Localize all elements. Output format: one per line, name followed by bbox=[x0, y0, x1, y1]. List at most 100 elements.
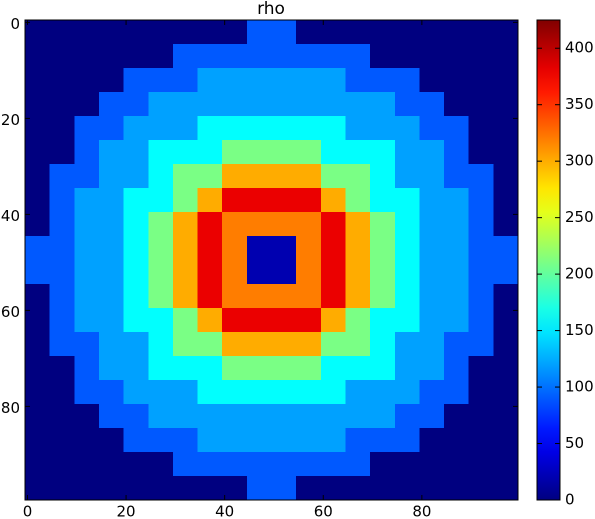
heatmap-cell bbox=[296, 380, 322, 405]
heatmap-cell bbox=[345, 68, 371, 93]
heatmap-cell bbox=[468, 236, 494, 261]
heatmap-cell bbox=[345, 92, 371, 117]
heatmap-cell bbox=[172, 188, 199, 213]
heatmap-cell bbox=[493, 476, 519, 501]
heatmap-cell bbox=[148, 212, 174, 237]
heatmap-cell bbox=[222, 44, 248, 69]
heatmap-cell bbox=[320, 164, 346, 189]
heatmap-cell bbox=[25, 284, 51, 309]
heatmap-cell bbox=[197, 284, 223, 309]
heatmap-cell bbox=[419, 452, 445, 477]
heatmap-cell bbox=[222, 428, 248, 453]
heatmap-cell bbox=[49, 404, 75, 429]
heatmap-cell bbox=[123, 452, 149, 477]
heatmap-cell bbox=[49, 68, 75, 93]
heatmap-cell bbox=[148, 404, 174, 429]
heatmap-cell bbox=[468, 164, 494, 189]
heatmap-cell bbox=[74, 164, 100, 189]
heatmap-cell bbox=[419, 68, 445, 93]
heatmap-cell bbox=[98, 20, 125, 45]
heatmap-cell bbox=[345, 476, 371, 501]
heatmap-cell bbox=[394, 476, 420, 501]
heatmap-cell bbox=[271, 44, 297, 69]
heatmap-cell bbox=[246, 68, 272, 93]
heatmap-cell bbox=[98, 404, 125, 429]
heatmap-cell bbox=[419, 404, 445, 429]
heatmap-cell bbox=[394, 404, 420, 429]
heatmap-cell bbox=[172, 332, 199, 357]
heatmap-cell bbox=[419, 44, 445, 69]
heatmap-cell bbox=[345, 404, 371, 429]
heatmap-cell bbox=[320, 188, 346, 213]
heatmap-cell bbox=[98, 116, 125, 141]
heatmap-cell bbox=[222, 476, 248, 501]
heatmap-cell bbox=[172, 380, 199, 405]
heatmap-cell bbox=[320, 116, 346, 141]
heatmap-cell bbox=[271, 356, 297, 381]
heatmap-cell bbox=[271, 476, 297, 501]
heatmap-cell bbox=[74, 140, 100, 165]
heatmap-cell bbox=[419, 428, 445, 453]
heatmap-cell bbox=[370, 236, 396, 261]
heatmap-cell bbox=[197, 428, 223, 453]
colorbar-tick-label: 300 bbox=[565, 152, 594, 170]
heatmap-cell bbox=[370, 20, 396, 45]
y-tick-label: 20 bbox=[1, 111, 20, 129]
heatmap-cell bbox=[123, 92, 149, 117]
heatmap-cell bbox=[394, 20, 420, 45]
heatmap-cell bbox=[25, 20, 51, 45]
y-tick-label: 40 bbox=[1, 207, 20, 225]
heatmap-cell bbox=[98, 188, 125, 213]
heatmap-cell bbox=[345, 236, 371, 261]
heatmap-cell bbox=[320, 44, 346, 69]
heatmap-cell bbox=[271, 260, 297, 285]
chart-title: rho bbox=[257, 0, 285, 19]
heatmap-cell bbox=[49, 308, 75, 333]
y-tick-label: 0 bbox=[10, 15, 20, 33]
heatmap-cell bbox=[172, 284, 199, 309]
heatmap-cell bbox=[296, 452, 322, 477]
heatmap-cell bbox=[172, 92, 199, 117]
heatmap-cell bbox=[197, 116, 223, 141]
heatmap-cell bbox=[98, 260, 125, 285]
heatmap-cell bbox=[370, 452, 396, 477]
heatmap-cell bbox=[98, 356, 125, 381]
heatmap-cell bbox=[197, 356, 223, 381]
heatmap-cell bbox=[74, 44, 100, 69]
heatmap-cell bbox=[197, 380, 223, 405]
heatmap-cell bbox=[123, 236, 149, 261]
heatmap-cell bbox=[419, 164, 445, 189]
heatmap-cell bbox=[98, 452, 125, 477]
heatmap-cell bbox=[444, 44, 470, 69]
heatmap-cell bbox=[320, 68, 346, 93]
heatmap-cell bbox=[172, 164, 199, 189]
heatmap-cell bbox=[444, 380, 470, 405]
heatmap-cell bbox=[444, 164, 470, 189]
heatmap-cell bbox=[25, 332, 51, 357]
heatmap-cell bbox=[222, 92, 248, 117]
heatmap-cell bbox=[246, 428, 272, 453]
heatmap-cell bbox=[49, 332, 75, 357]
heatmap-cell bbox=[271, 236, 297, 261]
y-tick-label: 60 bbox=[1, 303, 20, 321]
heatmap-cell bbox=[444, 236, 470, 261]
heatmap-cell bbox=[197, 68, 223, 93]
heatmap-cell bbox=[222, 452, 248, 477]
heatmap-cell bbox=[246, 20, 272, 45]
heatmap-cell bbox=[148, 236, 174, 261]
heatmap-cell bbox=[222, 284, 248, 309]
heatmap-cell bbox=[222, 332, 248, 357]
colorbar-tick-label: 100 bbox=[565, 378, 594, 396]
heatmap-cell bbox=[394, 428, 420, 453]
heatmap-cell bbox=[246, 476, 272, 501]
heatmap-cell bbox=[148, 116, 174, 141]
heatmap-cell bbox=[25, 452, 51, 477]
heatmap-cell bbox=[345, 332, 371, 357]
heatmap-cell bbox=[172, 260, 199, 285]
heatmap-cell bbox=[148, 92, 174, 117]
heatmap-cell bbox=[320, 284, 346, 309]
heatmap-cell bbox=[98, 212, 125, 237]
heatmap-cell bbox=[123, 332, 149, 357]
heatmap-cell bbox=[493, 92, 519, 117]
heatmap-cell bbox=[246, 164, 272, 189]
